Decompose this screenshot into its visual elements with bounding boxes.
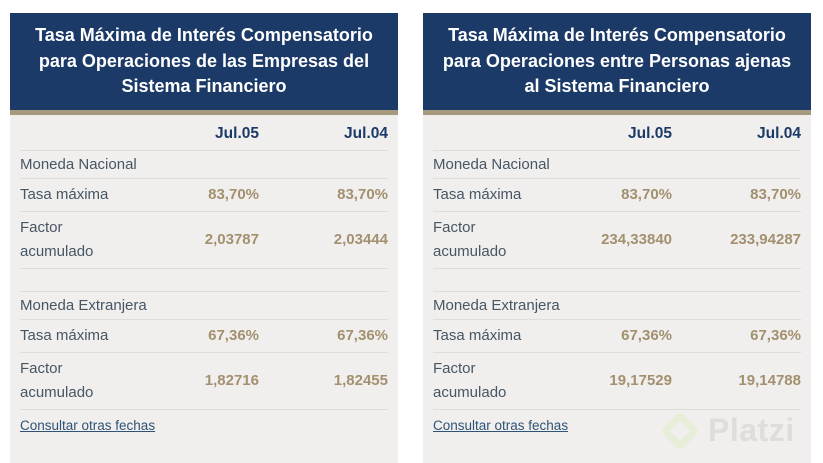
row-label: Tasa máxima (20, 185, 109, 203)
value-cell-jul04: 19,14788 (738, 372, 801, 389)
table-row-tasa-maxima: Tasa máxima 67,36% 67,36% (433, 320, 801, 353)
section-spacer (20, 269, 388, 292)
rate-table-card-non-financial-system: Tasa Máxima de Interés Compensatorio par… (423, 13, 811, 463)
value-cell-jul04: 2,03444 (333, 231, 388, 248)
section-row-moneda-nacional: Moneda Nacional (433, 151, 801, 179)
section-row-moneda-nacional: Moneda Nacional (20, 151, 388, 179)
platzi-watermark: Platzi (660, 410, 795, 451)
table-row-factor-acumulado: Factor acumulado 2,03787 2,03444 (20, 212, 388, 269)
value-cell-jul05: 2,03787 (204, 231, 259, 248)
value-cell-jul04: 1,82455 (333, 372, 388, 389)
value-cell-jul05: 1,82716 (204, 372, 259, 389)
section-label: Moneda Extranjera (20, 296, 147, 314)
row-label: Tasa máxima (433, 185, 522, 203)
value-cell-jul04: 67,36% (750, 327, 801, 344)
table-body: Jul.05 Jul.04 Moneda Nacional Tasa máxim… (10, 114, 398, 463)
table-body: Jul.05 Jul.04 Moneda Nacional Tasa máxim… (423, 114, 811, 463)
table-row-factor-acumulado: Factor acumulado 19,17529 19,14788 (433, 353, 801, 410)
table-row-tasa-maxima: Tasa máxima 83,70% 83,70% (20, 179, 388, 212)
value-cell-jul04: 67,36% (337, 327, 388, 344)
row-label: Tasa máxima (433, 326, 522, 344)
value-cell-jul04: 233,94287 (730, 231, 801, 248)
section-spacer (433, 269, 801, 292)
value-cell-jul04: 83,70% (750, 186, 801, 203)
table-row-factor-acumulado: Factor acumulado 234,33840 233,94287 (433, 212, 801, 269)
table-row-factor-acumulado: Factor acumulado 1,82716 1,82455 (20, 353, 388, 410)
column-header-row: Jul.05 Jul.04 (433, 115, 801, 151)
section-label: Moneda Nacional (433, 155, 550, 173)
row-label: Factor acumulado (20, 359, 94, 401)
row-label: Factor acumulado (433, 218, 507, 260)
row-label: Factor acumulado (433, 359, 507, 401)
section-row-moneda-extranjera: Moneda Extranjera (20, 292, 388, 320)
column-header-jul05: Jul.05 (628, 124, 672, 142)
column-header-jul05: Jul.05 (215, 124, 259, 142)
consult-other-dates-link[interactable]: Consultar otras fechas (20, 417, 156, 433)
section-row-moneda-extranjera: Moneda Extranjera (433, 292, 801, 320)
row-label: Tasa máxima (20, 326, 109, 344)
value-cell-jul05: 19,17529 (609, 372, 672, 389)
platzi-watermark-text: Platzi (708, 412, 795, 448)
consult-other-dates-link[interactable]: Consultar otras fechas (433, 417, 569, 433)
table-row-tasa-maxima: Tasa máxima 67,36% 67,36% (20, 320, 388, 353)
value-cell-jul04: 83,70% (337, 186, 388, 203)
section-label: Moneda Extranjera (433, 296, 560, 314)
row-label: Factor acumulado (20, 218, 94, 260)
value-cell-jul05: 83,70% (208, 186, 259, 203)
table-title: Tasa Máxima de Interés Compensatorio par… (423, 13, 811, 115)
value-cell-jul05: 83,70% (621, 186, 672, 203)
table-row-tasa-maxima: Tasa máxima 83,70% 83,70% (433, 179, 801, 212)
column-header-jul04: Jul.04 (344, 124, 388, 142)
section-label: Moneda Nacional (20, 155, 137, 173)
value-cell-jul05: 234,33840 (601, 231, 672, 248)
value-cell-jul05: 67,36% (621, 327, 672, 344)
link-row: Consultar otras fechas (20, 410, 388, 437)
platzi-logo-icon (660, 410, 700, 451)
column-header-row: Jul.05 Jul.04 (20, 115, 388, 151)
rate-table-card-financial-system: Tasa Máxima de Interés Compensatorio par… (10, 13, 398, 463)
value-cell-jul05: 67,36% (208, 327, 259, 344)
link-row: Consultar otras fechas (433, 410, 801, 437)
column-header-jul04: Jul.04 (757, 124, 801, 142)
table-title: Tasa Máxima de Interés Compensatorio par… (10, 13, 398, 115)
